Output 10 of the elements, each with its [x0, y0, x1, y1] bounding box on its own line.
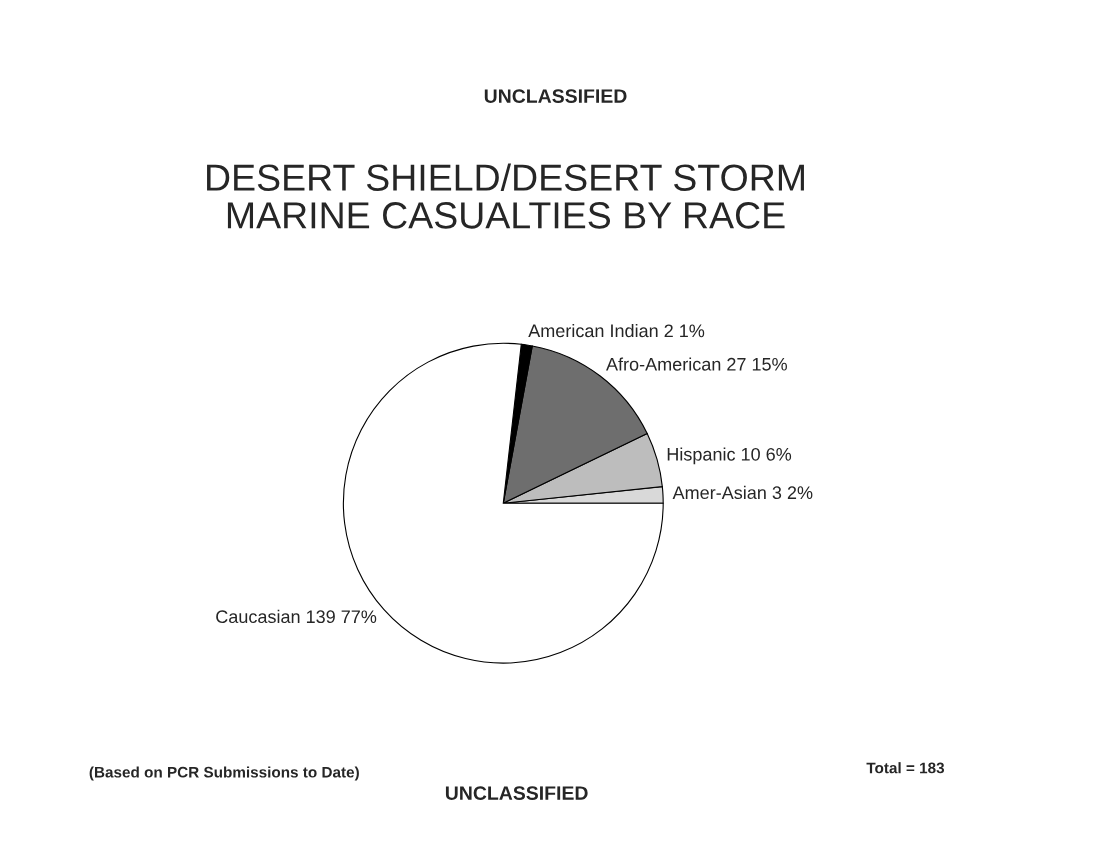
chart-title: DESERT SHIELD/DESERT STORM MARINE CASUALTIES BY RACE	[207, 163, 804, 229]
text: (Based on PCR Submissions to Date)	[89, 766, 359, 781]
slice-label: American Indian 2 1%	[528, 323, 705, 338]
slice-label: Afro-American 27 15%	[606, 357, 787, 371]
slice-label: Hispanic 10 6%	[667, 447, 792, 465]
text: UNCLASSIFIED	[445, 786, 588, 800]
text: Total = 183	[866, 762, 945, 774]
slice-label: Amer-Asian 3 2%	[672, 485, 813, 500]
chart-subtitle: UNCLASSIFIED	[484, 89, 627, 103]
slice-label: Caucasian 139 77%	[216, 609, 377, 624]
